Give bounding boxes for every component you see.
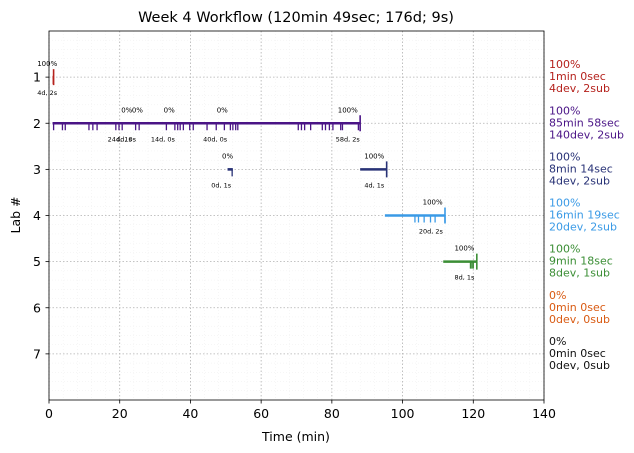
y-tick-label: 6 (33, 300, 41, 315)
x-axis-label: Time (min) (261, 429, 330, 444)
submission-label: 0d, 1s (211, 181, 232, 189)
submission-label: 14d, 0s (151, 135, 176, 143)
right-summary-line: 1min 0sec (549, 70, 606, 83)
x-tick-label: 0 (45, 406, 53, 421)
x-tick-label: 40 (182, 406, 198, 421)
right-summary-line: 4dev, 2sub (549, 174, 610, 187)
submission-label: 4d, 2s (37, 89, 58, 97)
y-axis-label: Lab # (8, 196, 23, 233)
percent-label: 100% (423, 199, 443, 207)
axes: 0 20 40 60 80 100 120 140 1 2 3 4 5 6 7 (33, 70, 556, 421)
x-tick-label: 140 (532, 406, 556, 421)
x-tick-label: 20 (112, 406, 128, 421)
x-tick-label: 60 (253, 406, 269, 421)
percent-label: 0% (132, 106, 143, 114)
right-summary-line: 100% (549, 243, 580, 256)
submission-label: 8d, 1s (454, 274, 475, 282)
y-tick-label: 5 (33, 254, 41, 269)
right-summary-line: 100% (549, 58, 580, 71)
submission-label: 40d, 0s (203, 135, 228, 143)
percent-label: 100% (364, 152, 384, 160)
right-summary-line: 0% (549, 335, 566, 348)
right-summary-line: 100% (549, 104, 580, 117)
percent-label: 0% (217, 106, 228, 114)
submission-label: 4d, 1s (364, 181, 385, 189)
y-tick-label: 1 (33, 70, 41, 85)
right-summary-line: 9min 18sec (549, 255, 613, 268)
right-summary-line: 0dev, 0sub (549, 313, 610, 326)
percent-label: 0% (164, 106, 175, 114)
submission-label: 24d, 1s (108, 135, 133, 143)
x-tick-label: 100 (391, 406, 415, 421)
percent-label: 100% (454, 245, 474, 253)
right-summary-line: 16min 19sec (549, 209, 620, 222)
y-tick-label: 2 (33, 116, 41, 131)
right-summary-line: 100% (549, 197, 580, 210)
percent-label: 100% (37, 60, 57, 68)
right-summary-line: 140dev, 2sub (549, 128, 624, 141)
y-tick-label: 3 (33, 162, 41, 177)
percent-label: 0% (121, 106, 132, 114)
submission-label: 4d, 0s (116, 135, 137, 143)
right-summary-line: 8min 14sec (549, 162, 613, 175)
right-summary-line: 85min 58sec (549, 116, 620, 129)
right-summary-line: 0min 0sec (549, 347, 606, 360)
submission-label: 58d, 2s (336, 135, 361, 143)
percent-label: 100% (338, 106, 358, 114)
right-summary-line: 0min 0sec (549, 301, 606, 314)
submission-label: 20d, 2s (419, 228, 444, 236)
x-tick-label: 80 (324, 406, 340, 421)
right-summary-line: 100% (549, 150, 580, 163)
chart-title: Week 4 Workflow (120min 49sec; 176d; 9s) (138, 10, 454, 26)
right-summary-line: 8dev, 1sub (549, 267, 610, 280)
right-summary-line: 0% (549, 289, 566, 302)
x-tick-label: 120 (461, 406, 485, 421)
percent-label: 0% (222, 152, 233, 160)
y-tick-label: 7 (33, 346, 41, 361)
right-summary-line: 0dev, 0sub (549, 359, 610, 372)
right-summary-line: 20dev, 2sub (549, 221, 617, 234)
grid (48, 31, 545, 400)
y-tick-label: 4 (33, 208, 41, 223)
right-summary-line: 4dev, 2sub (549, 82, 610, 95)
